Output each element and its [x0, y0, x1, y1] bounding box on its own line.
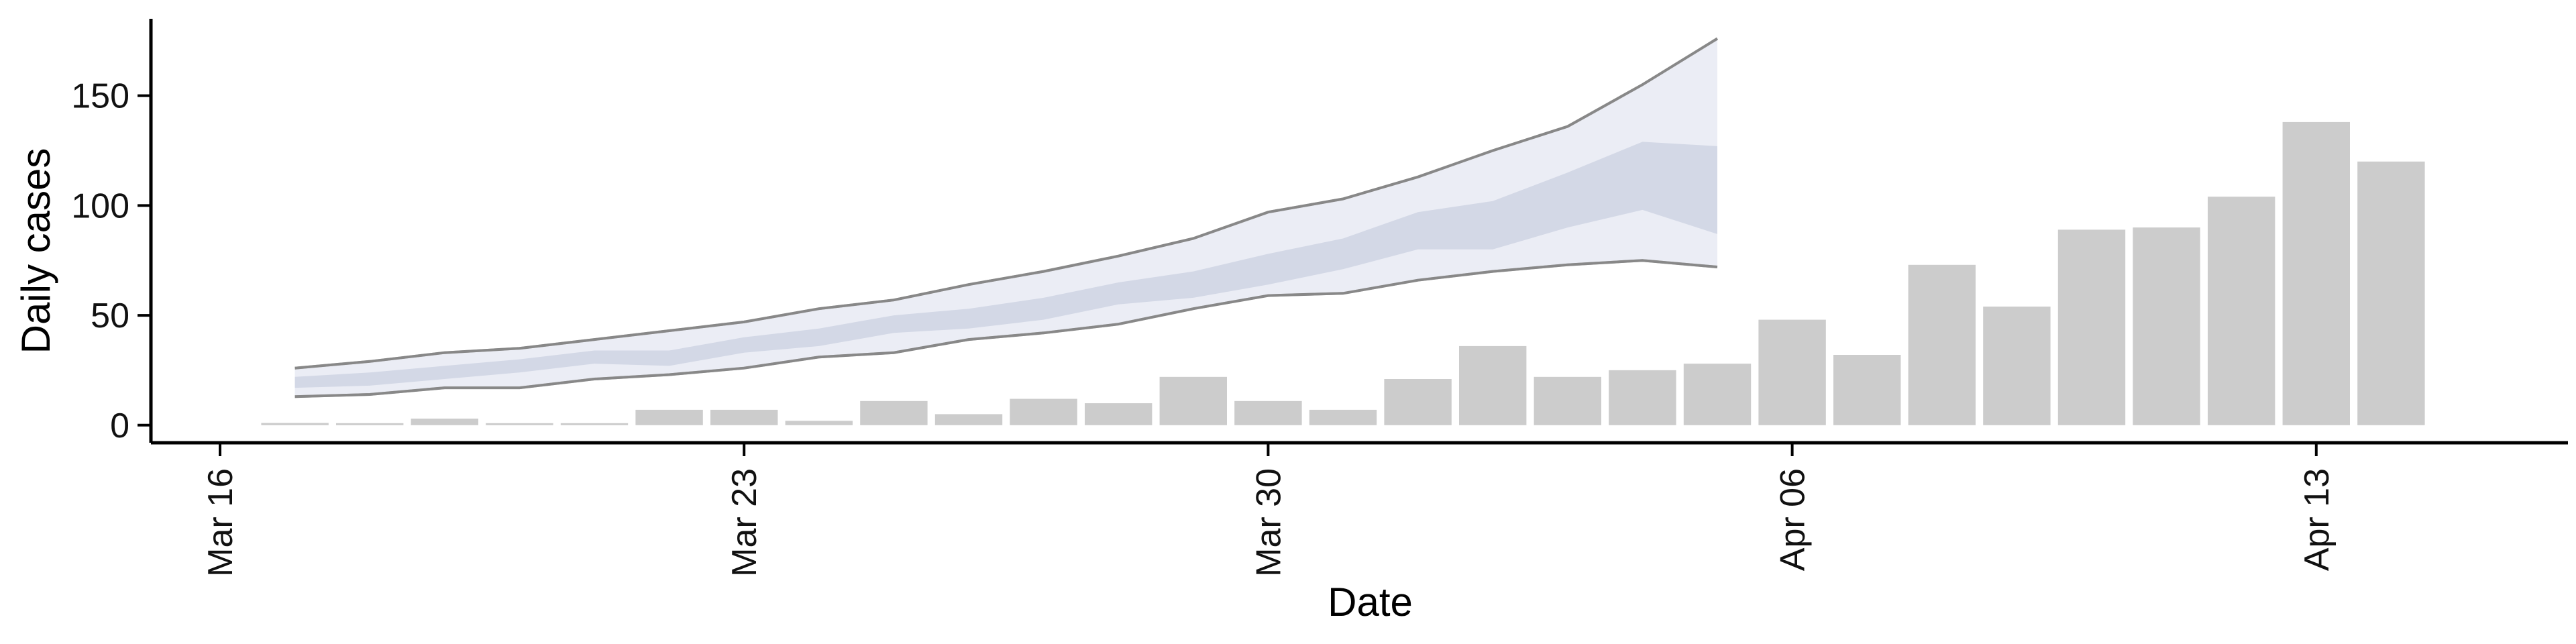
- bar-2020-03-17: [261, 423, 329, 425]
- bar-2020-04-01: [1384, 379, 1452, 425]
- x-tick-label: Mar 23: [725, 468, 764, 577]
- bar-2020-03-24: [785, 421, 853, 425]
- x-axis-title: Date: [1328, 580, 1413, 625]
- bar-2020-03-26: [934, 414, 1003, 425]
- bar-2020-04-08: [1908, 264, 1976, 425]
- y-tick-label: 0: [110, 407, 129, 445]
- estimate-bands: [294, 37, 1719, 398]
- bar-2020-04-03: [1534, 376, 1601, 425]
- y-axis-title: Daily cases: [13, 148, 58, 354]
- bar-2020-04-04: [1609, 370, 1676, 425]
- bar-2020-03-21: [560, 423, 629, 425]
- bar-2020-03-22: [635, 409, 703, 425]
- bar-2020-03-18: [336, 423, 404, 425]
- band-mid-upper-line: [294, 37, 1719, 370]
- y-tick-label: 100: [71, 186, 129, 225]
- bar-2020-04-06: [1758, 319, 1826, 425]
- band-mid-lower-line: [294, 259, 1718, 398]
- bar-2020-03-29: [1159, 376, 1227, 425]
- x-axis-ticks: Mar 16 Mar 23 Mar 30 Apr 06 Apr 13: [201, 443, 2337, 577]
- y-tick-label: 50: [91, 297, 129, 335]
- axes: [149, 19, 2568, 445]
- bars: [261, 121, 2425, 425]
- bar-2020-04-13: [2282, 121, 2350, 425]
- x-tick-label: Apr 13: [2298, 468, 2337, 571]
- bar-2020-04-11: [2133, 227, 2200, 425]
- bar-2020-04-05: [1683, 364, 1752, 425]
- bar-2020-04-10: [2057, 229, 2126, 425]
- bar-2020-04-07: [1833, 355, 1901, 425]
- bar-2020-04-14: [2357, 161, 2425, 425]
- bar-2020-03-23: [710, 409, 778, 425]
- bar-2020-04-02: [1459, 345, 1527, 425]
- bar-2020-03-19: [411, 419, 478, 425]
- bar-2020-03-20: [486, 423, 553, 425]
- x-tick-label: Apr 06: [1774, 468, 1813, 571]
- bar-2020-04-12: [2208, 197, 2275, 425]
- x-tick-label: Mar 16: [201, 468, 240, 577]
- bar-2020-03-30: [1234, 400, 1302, 425]
- bar-2020-03-31: [1309, 409, 1377, 425]
- bar-2020-03-27: [1010, 398, 1077, 425]
- x-tick-label: Mar 30: [1249, 468, 1288, 577]
- bar-2020-03-28: [1085, 403, 1152, 425]
- bar-2020-03-25: [860, 400, 928, 425]
- y-axis-ticks: 0 50 100 150: [71, 77, 151, 445]
- bar-2020-04-09: [1983, 307, 2051, 425]
- y-tick-label: 150: [71, 77, 129, 116]
